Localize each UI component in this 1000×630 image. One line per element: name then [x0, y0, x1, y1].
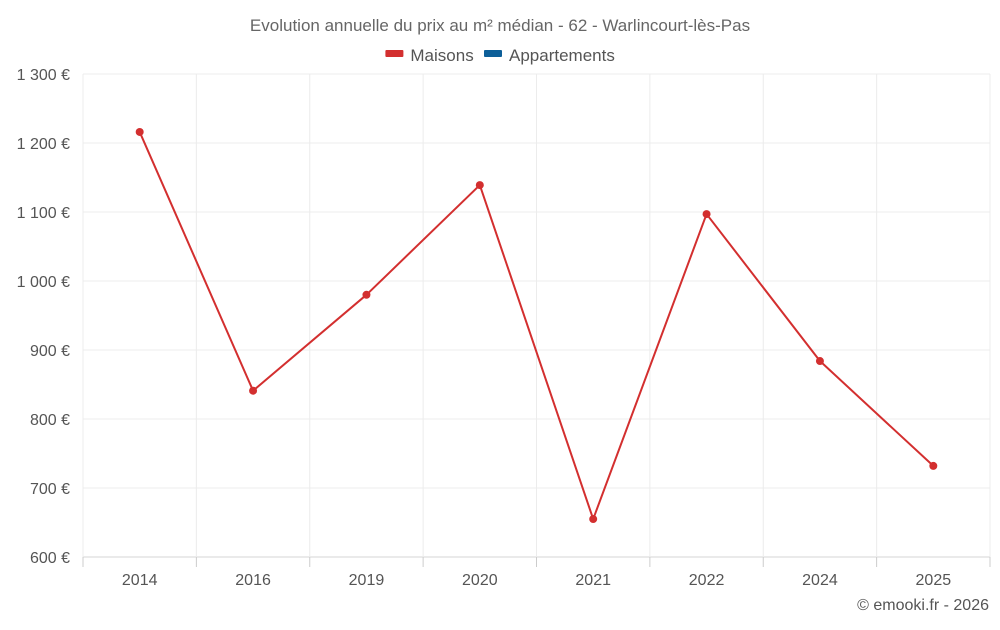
y-tick-label: 900 €	[30, 343, 70, 360]
legend-label: Maisons	[410, 46, 473, 65]
y-tick-label: 1 100 €	[17, 205, 70, 222]
legend-label: Appartements	[509, 46, 615, 65]
data-point[interactable]	[929, 461, 938, 470]
legend-swatch	[484, 50, 502, 57]
series-line-maisons	[138, 131, 934, 521]
credit-text: © emooki.fr - 2026	[857, 597, 989, 614]
axes: 600 € 700 € 800 € 900 € 1 000 € 1 100 € 1 200 …	[17, 67, 991, 589]
x-tick-label: 2024	[802, 572, 838, 589]
legend[interactable]: Maisons Appartements	[385, 46, 615, 65]
x-tick-label: 2020	[462, 572, 498, 589]
series	[135, 127, 938, 524]
y-tick-label: 1 200 €	[17, 136, 70, 153]
y-tick-label: 1 300 €	[17, 67, 70, 84]
x-tick-label: 2021	[575, 572, 611, 589]
chart-title: Evolution annuelle du prix au m² médian …	[250, 16, 750, 35]
data-point[interactable]	[702, 210, 711, 219]
data-point[interactable]	[475, 181, 484, 190]
data-point[interactable]	[362, 290, 371, 299]
data-point[interactable]	[249, 386, 258, 395]
legend-item-appartements[interactable]: Appartements	[484, 46, 615, 65]
y-tick-label: 600 €	[30, 550, 70, 567]
data-point[interactable]	[589, 515, 598, 524]
x-tick-label: 2025	[916, 572, 952, 589]
y-tick-label: 700 €	[30, 481, 70, 498]
x-tick-label: 2014	[122, 572, 158, 589]
data-point[interactable]	[815, 357, 824, 366]
x-tick-label: 2016	[235, 572, 271, 589]
legend-swatch	[385, 50, 404, 57]
legend-item-maisons[interactable]: Maisons	[385, 46, 474, 65]
y-tick-label: 800 €	[30, 412, 70, 429]
x-tick-label: 2022	[689, 572, 725, 589]
grid	[82, 73, 991, 558]
data-point[interactable]	[135, 127, 144, 136]
x-tick-label: 2019	[349, 572, 385, 589]
y-tick-label: 1 000 €	[17, 274, 70, 291]
